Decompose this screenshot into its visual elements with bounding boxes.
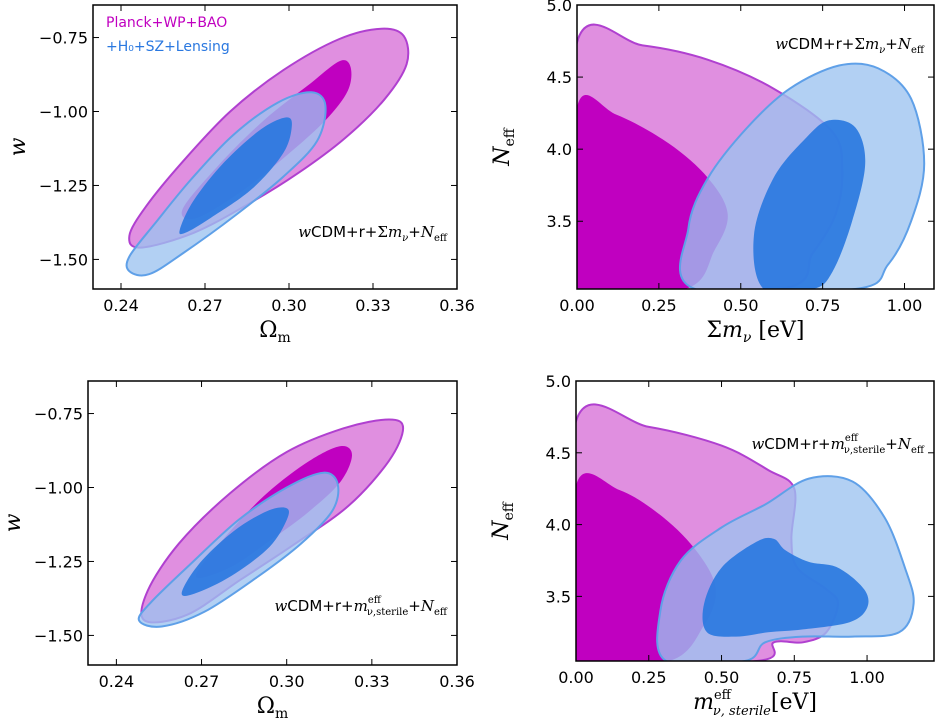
lensing-68-contour [753,119,866,289]
legend-lensing: +H₀+SZ+Lensing [106,39,230,55]
model-annotation: wCDM+r+meff ν,sterile+Neff [274,595,447,618]
contours [125,27,410,277]
y-tick-label: 5.0 [546,372,571,391]
x-axis-label: Ωm [257,694,289,722]
x-tick-label: 0.25 [631,668,667,687]
x-axis-label: meff ν, sterile[eV] [693,688,817,719]
x-tick-label: 0.36 [439,672,475,691]
y-axis-label: Neff [489,501,517,541]
x-tick-label: 0.27 [187,296,223,315]
model-annotation: wCDM+r+Σmν+Neff [298,223,448,244]
x-tick-label: 0.27 [184,672,220,691]
y-axis-label: Neff [490,127,518,167]
lensing-68-contour [181,507,289,596]
x-tick-label: 1.00 [849,668,885,687]
contours [577,23,926,289]
contours [576,403,915,661]
panel-bottom-right: 0.00 0.25 0.50 0.75 1.00 3.5 4.0 4.5 5.0 meff ν, s… [489,372,935,719]
y-tick-label: −0.75 [34,405,83,424]
model-annotation: wCDM+r+Σmν+Neff [775,35,925,56]
x-tick-label: 1.00 [887,296,923,315]
x-tick-label: 0.75 [805,296,841,315]
x-tick-label: 0.33 [354,672,390,691]
contours [137,418,405,628]
axes-frame [576,4,935,290]
y-tick-label: −1.25 [39,176,88,195]
panel-bottom-left: 0.24 0.27 0.30 0.33 0.36 −0.75 −1.00 −1.25 −1.50… [1,380,475,722]
y-axis-label: w [6,137,31,156]
x-tick-label: 0.50 [723,296,759,315]
y-tick-label: −1.50 [39,250,88,269]
y-tick-label: 3.5 [546,587,571,606]
x-tick-label: 0.50 [704,668,740,687]
y-tick-label: −1.00 [34,479,83,498]
y-axis-label: w [1,513,26,532]
y-tick-label: 4.5 [546,444,571,463]
y-tick-label: 4.0 [546,516,571,535]
y-tick-label: 5.0 [547,0,572,15]
x-tick-label: 0.24 [99,672,135,691]
y-tick-label: 3.5 [547,212,572,231]
panel-top-left: 0.24 0.27 0.30 0.33 0.36 −0.75 −1.00 −1.25 −1.50… [6,4,475,346]
x-axis-label: Ωm [259,318,291,346]
x-tick-label: 0.25 [641,296,677,315]
axes-frame [92,4,458,290]
x-tick-label: 0.36 [439,296,475,315]
axes-frame [87,380,458,666]
lensing-68-contour [179,117,292,235]
y-tick-label: 4.0 [547,140,572,159]
y-tick-label: −0.75 [39,29,88,48]
model-annotation: wCDM+r+meff ν,sterile+Neff [751,433,924,456]
x-tick-label: 0.33 [355,296,391,315]
y-tick-label: −1.25 [34,552,83,571]
x-tick-label: 0.24 [103,296,139,315]
x-tick-label: 0.75 [776,668,812,687]
legend-planck: Planck+WP+BAO [106,15,227,31]
axes-frame [575,380,935,662]
lensing-68-contour [702,537,869,637]
x-tick-label: 0.00 [559,296,595,315]
x-tick-label: 0.00 [558,668,594,687]
x-tick-label: 0.30 [271,296,307,315]
y-tick-label: 4.5 [547,68,572,87]
x-axis-label: Σmν [eV] [706,318,804,346]
y-tick-label: −1.00 [39,103,88,122]
x-tick-label: 0.30 [269,672,305,691]
panel-top-right: 0.00 0.25 0.50 0.75 1.00 3.5 4.0 4.5 5.0 Σmν [eV]… [490,0,935,346]
y-tick-label: −1.50 [34,626,83,645]
